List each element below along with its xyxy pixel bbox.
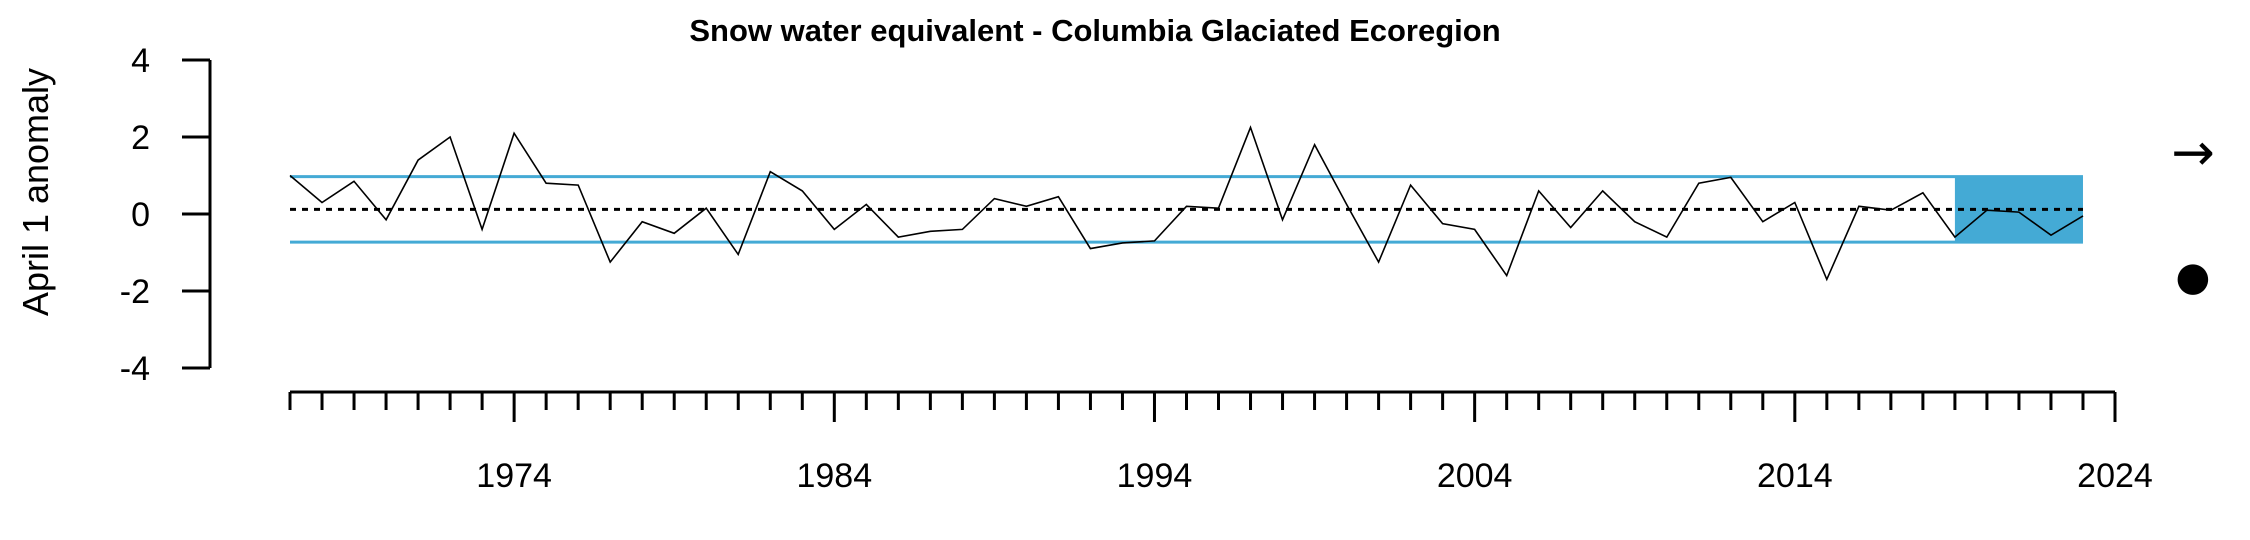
chart-title: Snow water equivalent - Columbia Glaciat… <box>689 13 1500 48</box>
x-tick-label: 2014 <box>1757 457 1833 495</box>
y-tick-label: 4 <box>131 42 150 80</box>
series-layer <box>289 125 2084 282</box>
x-axis: 1974 1984 1994 2004 2014 2024 <box>288 390 2153 495</box>
y-axis: 4 2 0 -2 -4 <box>120 42 212 388</box>
y-tick-label: 0 <box>131 196 150 234</box>
x-tick-label: 1974 <box>476 457 552 495</box>
status-dot-icon: ● <box>2176 254 2211 300</box>
y-axis-label: April 1 anomaly <box>15 68 56 316</box>
x-tick-label: 2004 <box>1437 457 1513 495</box>
x-tick-label: 1994 <box>1117 457 1193 495</box>
band-layer <box>290 175 2083 244</box>
trend-arrow-icon: → <box>2171 123 2215 183</box>
x-tick-label: 1984 <box>796 457 872 495</box>
y-tick-label: 2 <box>131 119 150 157</box>
y-tick-label: -4 <box>120 350 150 388</box>
y-tick-label: -2 <box>120 273 150 311</box>
x-tick-label: 2024 <box>2077 457 2153 495</box>
series-line <box>289 125 2084 282</box>
